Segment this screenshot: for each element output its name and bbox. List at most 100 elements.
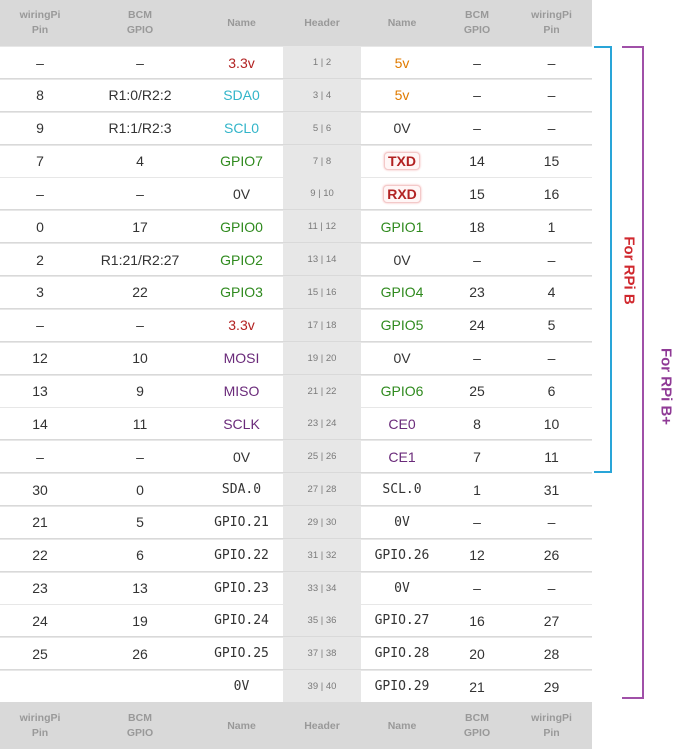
cell-wiringpi-left: 0 bbox=[0, 211, 80, 243]
cell-wiringpi-right: – bbox=[511, 244, 592, 276]
wiringpi-right-text: 29 bbox=[543, 678, 560, 695]
cell-wiringpi-left: 7 bbox=[0, 145, 80, 177]
cell-bcm-left: – bbox=[80, 178, 200, 210]
cell-name-right: GPIO1 bbox=[361, 211, 443, 243]
cell-header-pins: 39 | 40 bbox=[283, 671, 361, 703]
wiringpi-right-text: – bbox=[547, 54, 556, 71]
name-left-text: GPIO3 bbox=[220, 284, 263, 301]
cell-name-left: GPIO.24 bbox=[200, 605, 283, 637]
name-left-text: GPIO.25 bbox=[214, 646, 269, 662]
bcm-right-text: 18 bbox=[469, 218, 485, 235]
cell-name-right: 0V bbox=[361, 342, 443, 374]
pin-row: 8 R1:0/R2:2 SDA0 3 | 4 5v – – bbox=[0, 78, 592, 111]
cell-wiringpi-right: – bbox=[511, 47, 592, 78]
bcm-right-text: – bbox=[473, 251, 481, 268]
pin-row: 7 4 GPIO7 7 | 8 TXD 14 15 bbox=[0, 144, 592, 177]
cell-bcm-left: 19 bbox=[80, 605, 200, 637]
cell-wiringpi-right: 10 bbox=[511, 408, 592, 440]
bcm-right-text: 7 bbox=[473, 448, 481, 465]
bcm-left-text: 9 bbox=[136, 383, 144, 399]
bcm-right-text: 8 bbox=[473, 415, 481, 432]
name-left-text: GPIO.21 bbox=[214, 514, 269, 530]
cell-name-left: 0V bbox=[200, 441, 283, 473]
wiringpi-right-text: 26 bbox=[543, 547, 560, 564]
cell-wiringpi-right: 28 bbox=[511, 638, 592, 670]
pin-row: – – 3.3v 1 | 2 5v – – bbox=[0, 46, 592, 78]
cell-bcm-left: 13 bbox=[80, 572, 200, 604]
header-pins-text: 21 | 22 bbox=[307, 385, 337, 397]
pin-row: – – 0V 25 | 26 CE1 7 11 bbox=[0, 440, 592, 473]
pin-row: 3 22 GPIO3 15 | 16 GPIO4 23 4 bbox=[0, 275, 592, 308]
name-right-text: 5v bbox=[394, 87, 410, 104]
header-pins-text: 3 | 4 bbox=[312, 89, 332, 101]
bcm-right-text: 24 bbox=[469, 317, 485, 334]
cell-wiringpi-right: 27 bbox=[511, 605, 592, 637]
cell-bcm-left: 22 bbox=[80, 276, 200, 308]
cell-bcm-right: 20 bbox=[443, 638, 511, 670]
header-pins-text: 35 | 36 bbox=[307, 615, 337, 627]
cell-name-left: 0V bbox=[200, 671, 283, 703]
bcm-right-text: – bbox=[473, 54, 481, 71]
cell-name-right: 0V bbox=[361, 572, 443, 604]
wiringpi-left-text: 7 bbox=[36, 153, 44, 170]
pin-row: 13 9 MISO 21 | 22 GPIO6 25 6 bbox=[0, 374, 592, 407]
bcm-left-text: – bbox=[136, 448, 144, 465]
header-pins-text: 25 | 26 bbox=[307, 451, 337, 463]
cell-wiringpi-left: – bbox=[0, 47, 80, 78]
cell-bcm-right: 15 bbox=[443, 178, 511, 210]
header-pins-text: 19 | 20 bbox=[307, 352, 337, 364]
bcm-right-text: 21 bbox=[469, 678, 485, 695]
cell-bcm-left: 9 bbox=[80, 375, 200, 407]
cell-name-right: GPIO5 bbox=[361, 309, 443, 341]
col-footer-name-left: Name bbox=[227, 719, 256, 732]
col-footer-name-right: Name bbox=[387, 719, 417, 732]
cell-bcm-left: R1:1/R2:3 bbox=[80, 112, 200, 144]
cell-wiringpi-right: 11 bbox=[511, 441, 592, 473]
bcm-left-text: 4 bbox=[136, 153, 144, 170]
header-pins-text: 29 | 30 bbox=[307, 516, 337, 528]
bcm-left-text: 10 bbox=[132, 350, 148, 367]
header-pins-text: 7 | 8 bbox=[312, 155, 332, 167]
name-right-text: SCL.0 bbox=[382, 482, 422, 498]
pin-row: 14 11 SCLK 23 | 24 CE0 8 10 bbox=[0, 407, 592, 440]
bcm-right-text: 25 bbox=[469, 383, 485, 399]
cell-wiringpi-left: 8 bbox=[0, 79, 80, 111]
cell-header-pins: 37 | 38 bbox=[283, 638, 361, 670]
header-pins-text: 11 | 12 bbox=[307, 221, 337, 233]
header-pins-text: 31 | 32 bbox=[307, 549, 337, 561]
wiringpi-right-text: 5 bbox=[547, 317, 556, 334]
pin-row: 25 26 GPIO.25 37 | 38 GPIO.28 20 28 bbox=[0, 637, 592, 670]
pin-row: 0V 39 | 40 GPIO.29 21 29 bbox=[0, 670, 592, 703]
cell-name-right: GPIO.27 bbox=[361, 605, 443, 637]
wiringpi-right-text: 11 bbox=[544, 448, 559, 465]
bcm-right-text: – bbox=[473, 120, 481, 137]
bcm-left-text: 22 bbox=[132, 284, 148, 301]
bcm-left-text: 13 bbox=[132, 580, 148, 597]
name-right-text: 0V bbox=[393, 120, 411, 137]
cell-wiringpi-left bbox=[0, 671, 80, 703]
header-pins-text: 37 | 38 bbox=[307, 648, 337, 660]
rpi-b-bracket bbox=[594, 46, 612, 473]
cell-name-left: GPIO2 bbox=[200, 244, 283, 276]
cell-header-pins: 13 | 14 bbox=[283, 244, 361, 276]
pin-row: 9 R1:1/R2:3 SCL0 5 | 6 0V – – bbox=[0, 111, 592, 144]
pin-row: – – 3.3v 17 | 18 GPIO5 24 5 bbox=[0, 308, 592, 341]
wiringpi-left-text: 22 bbox=[32, 547, 48, 564]
cell-name-right: GPIO4 bbox=[361, 276, 443, 308]
col-header-name-left: Name bbox=[227, 16, 256, 29]
name-left-text: GPIO.22 bbox=[214, 547, 269, 563]
cell-bcm-left: R1:0/R2:2 bbox=[80, 79, 200, 111]
cell-wiringpi-left: 23 bbox=[0, 572, 80, 604]
wiringpi-right-text: – bbox=[547, 514, 556, 531]
bcm-right-text: 23 bbox=[469, 284, 485, 301]
col-header-bcm-right: BCM GPIO bbox=[463, 9, 491, 36]
name-left-text: 0V bbox=[232, 185, 251, 202]
col-footer-wiringpi-left: wiringPi Pin bbox=[19, 712, 61, 739]
cell-wiringpi-right: – bbox=[511, 342, 592, 374]
cell-bcm-left bbox=[80, 671, 200, 703]
name-left-text: 3.3v bbox=[228, 317, 255, 334]
cell-name-right: 0V bbox=[361, 244, 443, 276]
cell-header-pins: 23 | 24 bbox=[283, 408, 361, 440]
col-header-wiringpi-right: wiringPi Pin bbox=[531, 9, 572, 36]
wiringpi-right-text: 16 bbox=[543, 185, 560, 202]
